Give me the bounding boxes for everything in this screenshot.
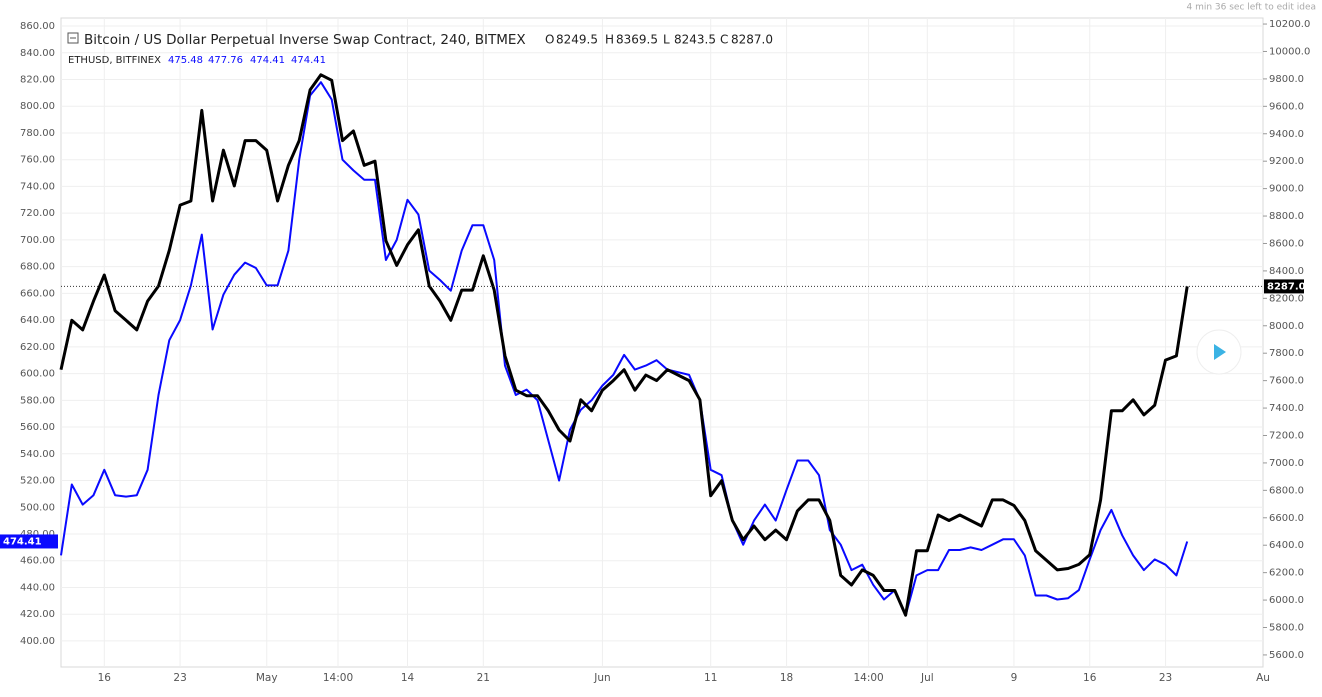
x-tick-label: 16	[98, 672, 112, 684]
y2-tick-label: 8400.0	[1269, 266, 1304, 277]
y-tick-label: 740.00	[20, 181, 55, 192]
y-tick-label: 600.00	[20, 369, 55, 380]
legend-value: 475.48	[168, 55, 203, 66]
ohlc-value: 8249.5	[556, 33, 598, 47]
x-tick-label: Jun	[593, 672, 610, 684]
y2-tick-label: 6400.0	[1269, 540, 1304, 551]
y2-tick-label: 7600.0	[1269, 376, 1304, 387]
ohlc-key: H	[605, 33, 614, 47]
y2-tick-label: 8000.0	[1269, 321, 1304, 332]
y2-tick-label: 5800.0	[1269, 623, 1304, 634]
x-tick-label: 14:00	[853, 672, 883, 684]
y2-tick-label: 9000.0	[1269, 184, 1304, 195]
legend-value: 474.41	[250, 55, 285, 66]
y-tick-label: 580.00	[20, 395, 55, 406]
y2-tick-label: 8200.0	[1269, 293, 1304, 304]
y-tick-label: 440.00	[20, 582, 55, 593]
x-tick-label: Au	[1256, 672, 1270, 684]
ohlc-value: 8287.0	[731, 33, 773, 47]
y-tick-label: 680.00	[20, 262, 55, 273]
y2-tick-label: 9600.0	[1269, 101, 1304, 112]
y-tick-label: 540.00	[20, 449, 55, 460]
x-tick-label: 18	[780, 672, 793, 684]
y2-tick-label: 6000.0	[1269, 595, 1304, 606]
y-tick-label: 860.00	[20, 21, 55, 32]
y2-tick-label: 7800.0	[1269, 348, 1304, 359]
ohlc-key: L	[663, 33, 670, 47]
series-title: Bitcoin / US Dollar Perpetual Inverse Sw…	[84, 32, 526, 48]
play-icon	[1214, 344, 1226, 360]
x-tick-label: Jul	[920, 672, 934, 684]
y2-tick-label: 8600.0	[1269, 238, 1304, 249]
x-tick-label: May	[256, 672, 278, 684]
plot-area	[60, 17, 1264, 668]
y2-tick-label: 6800.0	[1269, 485, 1304, 496]
price-tag	[1264, 279, 1304, 294]
price-tag-label: 474.41	[3, 536, 42, 547]
x-tick-label: 23	[173, 672, 186, 684]
y-tick-label: 400.00	[20, 636, 55, 647]
y-tick-label: 640.00	[20, 315, 55, 326]
y2-tick-label: 7000.0	[1269, 458, 1304, 469]
y-tick-label: 560.00	[20, 422, 55, 433]
y2-tick-label: 7200.0	[1269, 430, 1304, 441]
edit-timer: 4 min 36 sec left to edit idea	[1186, 3, 1316, 13]
price-tag	[0, 534, 58, 549]
y2-tick-label: 6200.0	[1269, 568, 1304, 579]
y-tick-label: 660.00	[20, 288, 55, 299]
y-tick-label: 760.00	[20, 155, 55, 166]
y2-tick-label: 10000.0	[1269, 46, 1310, 57]
ohlc-value: 8369.5	[616, 33, 658, 47]
y-tick-label: 720.00	[20, 208, 55, 219]
x-tick-label: 16	[1083, 672, 1097, 684]
y-tick-label: 820.00	[20, 74, 55, 85]
y-tick-label: 500.00	[20, 502, 55, 513]
y-tick-label: 700.00	[20, 235, 55, 246]
x-tick-label: 21	[477, 672, 490, 684]
y-tick-label: 840.00	[20, 48, 55, 59]
y2-tick-label: 9400.0	[1269, 129, 1304, 140]
y-tick-label: 780.00	[20, 128, 55, 139]
y-tick-label: 460.00	[20, 556, 55, 567]
y2-tick-label: 9800.0	[1269, 74, 1304, 85]
series-line	[59, 73, 1189, 617]
x-tick-label: 11	[704, 672, 717, 684]
x-tick-label: 9	[1011, 672, 1018, 684]
collapse-icon[interactable]	[67, 32, 79, 44]
y2-tick-label: 10200.0	[1269, 19, 1310, 30]
series-title: ETHUSD, BITFINEX	[68, 55, 161, 66]
y2-tick-label: 8800.0	[1269, 211, 1304, 222]
ohlc-key: O	[545, 33, 554, 47]
x-tick-label: 14:00	[323, 672, 353, 684]
legend-value: 474.41	[291, 55, 326, 66]
legend-value: 477.76	[208, 55, 243, 66]
y2-tick-label: 9200.0	[1269, 156, 1304, 167]
x-tick-label: 23	[1159, 672, 1172, 684]
price-tag-label: 8287.0	[1267, 281, 1306, 292]
y-tick-label: 520.00	[20, 476, 55, 487]
y2-tick-label: 6600.0	[1269, 513, 1304, 524]
y2-tick-label: 5600.0	[1269, 650, 1304, 661]
y-tick-label: 620.00	[20, 342, 55, 353]
y2-tick-label: 7400.0	[1269, 403, 1304, 414]
ohlc-key: C	[720, 33, 728, 47]
x-tick-label: 14	[401, 672, 415, 684]
y-tick-label: 800.00	[20, 101, 55, 112]
y-tick-label: 420.00	[20, 609, 55, 620]
series-line	[60, 81, 1189, 617]
ohlc-value: 8243.5	[674, 33, 716, 47]
